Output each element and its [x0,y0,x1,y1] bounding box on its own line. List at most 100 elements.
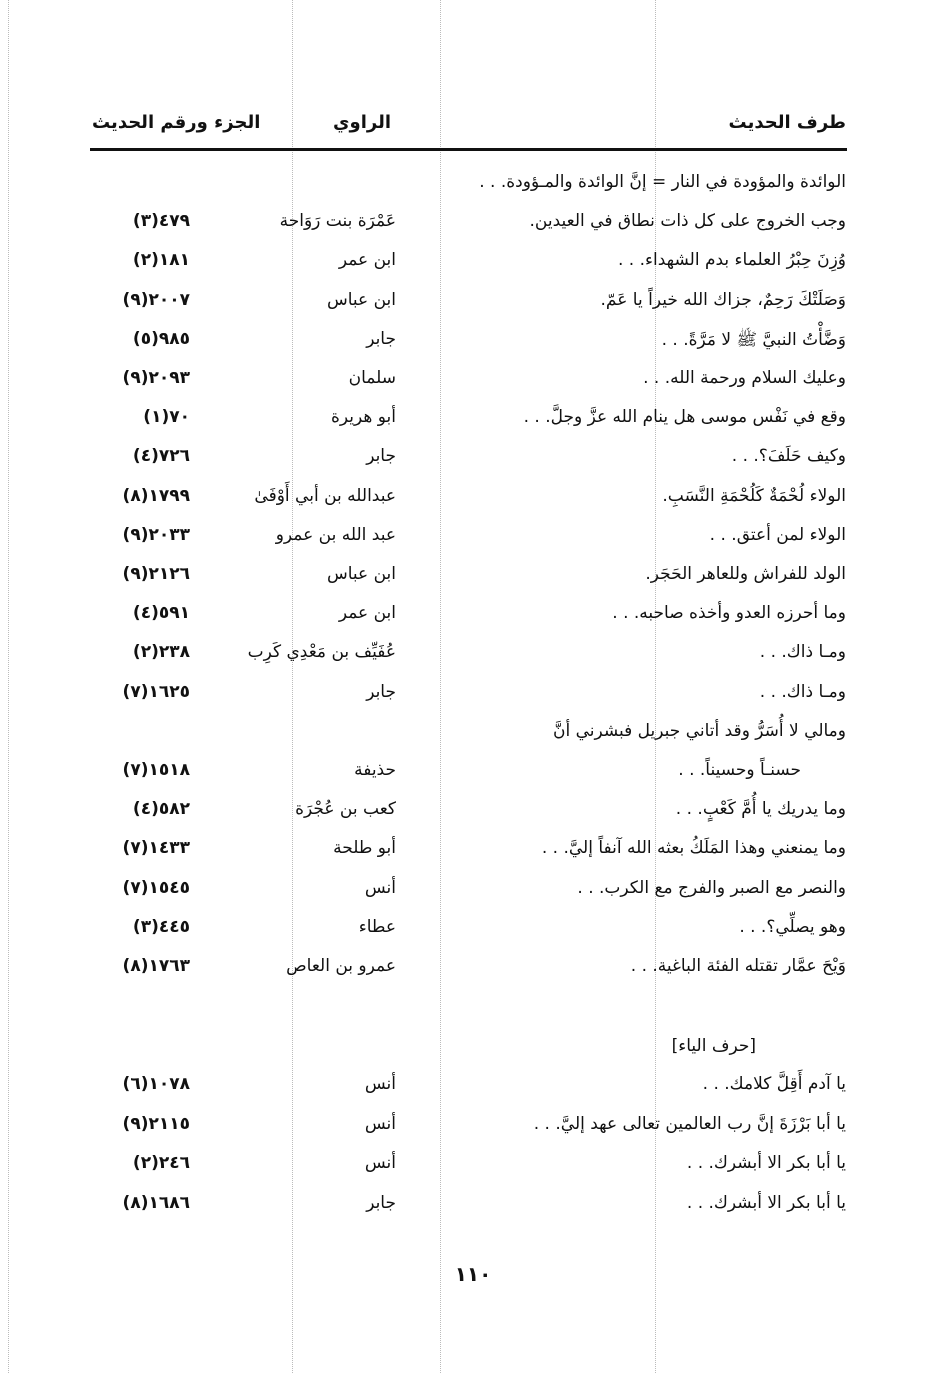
hadith-ref: ١٧٩٩(٨) [122,485,190,506]
table-row: وَيْحَ عمَّار تقتله الفئة الباغية. . . عم… [0,956,946,990]
hadith-text: ومالي لا أُسَرُّ وقد أتاني جبريل فبشرني … [552,720,846,741]
section-heading: [حرف الياء] [671,1036,756,1056]
table-row: والنصر مع الصبر والفرج مع الكرب. . . أنس ١… [0,878,946,912]
hadith-ref: ١٨١(٢) [132,250,190,271]
hadith-ref: ٢٠٠٧(٩) [122,289,190,310]
narrator: عُفَيِّف بن مَعْدِي كَرِب [247,642,396,663]
table-row: ومـا ذاك. . . عُفَيِّف بن مَعْدِي كَرِب ٢٣… [0,642,946,676]
table-row: وما يمنعني وهذا المَلَكُ بعثه الله آنفاً… [0,838,946,872]
table-row: وَصَلَتْكَ رَحِمٌ، جزاك الله خيراً يا عَ… [0,290,946,324]
hadith-text: وَصَلَتْكَ رَحِمٌ، جزاك الله خيراً يا عَ… [600,289,846,310]
narrator: عبد الله بن عمرو [275,524,396,545]
hadith-ref: ١٠٧٨(٦) [122,1074,190,1094]
hadith-text: وما يدريك يا أُمَّ كَعْبٍ. . . [675,799,846,820]
table-row: وعليك السلام ورحمة الله. . . سلمان ٢٠٩٣(٩) [0,368,946,402]
hadith-text: وما أحرزه العدو وأخذه صاحبه. . . [612,603,846,624]
narrator: جابر [366,681,396,702]
narrator: أبو هريرة [330,407,396,428]
hadith-ref: ٥٩١(٤) [132,603,190,624]
table-row: وجب الخروج على كل ذات نطاق في العيدين. عَ… [0,211,946,245]
table-row: الولاء لمن أعتق. . . عبد الله بن عمرو ٢٠٣٣… [0,525,946,559]
narrator: حذيفة [354,760,396,780]
hadith-text: حسنـاً وحسيناً. . . [678,760,801,780]
scan-dotted-line [8,0,9,1373]
table-row: ومـا ذاك. . . جابر ١٦٢٥(٧) [0,682,946,716]
header-col-ref: الجزء ورقم الحديث [92,112,261,133]
narrator: عَمْرَة بنت رَوَاحة [279,211,396,232]
hadith-ref: ٢١٢٦(٩) [122,564,190,584]
hadith-text: وهو يصلِّي؟. . . [739,916,846,937]
table-row: وكيف حَلَفَ؟. . . جابر ٧٢٦(٤) [0,446,946,480]
hadith-text: الولاء لمن أعتق. . . [709,524,846,545]
hadith-ref: ١٦٢٥(٧) [122,681,190,702]
hadith-ref: ٢١١٥(٩) [122,1113,190,1134]
hadith-text: ومـا ذاك. . . [759,642,846,663]
page-number: ١١٠ [454,1262,492,1286]
narrator: جابر [366,328,396,349]
scan-dotted-line [292,0,293,1373]
table-row: الولد للفراش وللعاهر الحَجَر. ابن عباس ٢١٢… [0,564,946,598]
table-row: وهو يصلِّي؟. . . عطاء ٤٤٥(٣) [0,917,946,951]
hadith-text: وَضَّأْتُ النبيَّ ﷺ لا مَرَّةً. . . [661,329,846,350]
narrator: عبدالله بن أبي أَوْفَىٰ [254,485,396,506]
header-col-text: طرف الحديث [728,112,846,133]
hadith-text: يا أبا بَرْزَةَ إنَّ رب العالمين تعالى ع… [533,1113,846,1134]
hadith-text: الولاء لُحْمَةٌ كَلُحْمَةِ النَّسَبِ. [662,485,846,506]
narrator: ابن عمر [338,603,396,624]
hadith-ref: ٢٣٨(٢) [132,642,190,663]
narrator: ابن عمر [338,250,396,271]
table-row: يا أبا بكر الا أبشرك. . . جابر ١٦٨٦(٨) [0,1193,946,1227]
narrator: أنس [364,1113,396,1134]
table-row: يا آدم أَقِلَّ كلامك. . . أنس ١٠٧٨(٦) [0,1074,946,1108]
scan-dotted-line [440,0,441,1373]
hadith-text: ومـا ذاك. . . [759,681,846,702]
table-row: وما يدريك يا أُمَّ كَعْبٍ. . . كعب بن عُج… [0,799,946,833]
table-row: وَضَّأْتُ النبيَّ ﷺ لا مَرَّةً. . . جابر ٩… [0,329,946,363]
narrator: أنس [364,1074,396,1094]
table-row: وقع في نَفْس موسى هل ينام الله عزَّ وجلَ… [0,407,946,441]
hadith-text: يا آدم أَقِلَّ كلامك. . . [702,1074,846,1094]
narrator: عمرو بن العاص [286,956,396,976]
table-row: الولاء لُحْمَةٌ كَلُحْمَةِ النَّسَبِ. عبد… [0,486,946,520]
table-row: وما أحرزه العدو وأخذه صاحبه. . . ابن عمر ٥… [0,603,946,637]
table-row: حسنـاً وحسيناً. . . حذيفة ١٥١٨(٧) [0,760,946,794]
table-row: وُزِنَ حِبْرُ العلماء بدم الشهداء. . . اب… [0,250,946,284]
narrator: سلمان [348,368,396,388]
hadith-ref: ٢٠٩٣(٩) [122,368,190,388]
hadith-ref: ١٥١٨(٧) [122,760,190,780]
hadith-ref: ١٥٤٥(٧) [122,877,190,898]
hadith-ref: ٧٢٦(٤) [132,446,190,467]
table-row: يا أبا بكر الا أبشرك. . . أنس ٢٤٦(٢) [0,1153,946,1187]
table-row: يا أبا بَرْزَةَ إنَّ رب العالمين تعالى ع… [0,1114,946,1148]
hadith-text: وَيْحَ عمَّار تقتله الفئة الباغية. . . [630,956,846,976]
hadith-text: يا أبا بكر الا أبشرك. . . [686,1192,846,1213]
hadith-ref: ٥٨٢(٤) [132,799,190,820]
narrator: أنس [364,1153,396,1174]
hadith-text: والنصر مع الصبر والفرج مع الكرب. . . [577,877,846,898]
narrator: عطاء [358,916,396,937]
header-rule [90,148,847,151]
hadith-ref: ٤٧٩(٣) [132,211,190,232]
narrator: أنس [364,877,396,898]
narrator: أبو طلحة [333,838,396,859]
hadith-ref: ٩٨٥(٥) [132,328,190,349]
hadith-ref: ٧٠(١) [143,407,190,428]
hadith-text: وقع في نَفْس موسى هل ينام الله عزَّ وجلَ… [523,407,846,428]
hadith-text: وُزِنَ حِبْرُ العلماء بدم الشهداء. . . [617,250,846,271]
narrator: جابر [366,446,396,467]
hadith-text: الوائدة والمؤودة في النار = إنَّ الوائدة… [479,172,846,192]
hadith-ref: ١٤٣٣(٧) [122,838,190,859]
narrator: ابن عباس [326,564,396,584]
hadith-ref: ٢٠٣٣(٩) [122,524,190,545]
table-row: ومالي لا أُسَرُّ وقد أتاني جبريل فبشرني … [0,721,946,755]
hadith-text: وجب الخروج على كل ذات نطاق في العيدين. [529,211,846,232]
narrator: كعب بن عُجْرَة [295,799,396,820]
table-row: الوائدة والمؤودة في النار = إنَّ الوائدة… [0,172,946,206]
hadith-text: الولد للفراش وللعاهر الحَجَر. [645,564,846,584]
hadith-ref: ٤٤٥(٣) [132,916,190,937]
hadith-text: وكيف حَلَفَ؟. . . [731,446,846,467]
hadith-ref: ١٧٦٣(٨) [122,956,190,976]
narrator: ابن عباس [326,289,396,310]
hadith-text: وما يمنعني وهذا المَلَكُ بعثه الله آنفاً… [541,838,846,859]
narrator: جابر [366,1192,396,1213]
